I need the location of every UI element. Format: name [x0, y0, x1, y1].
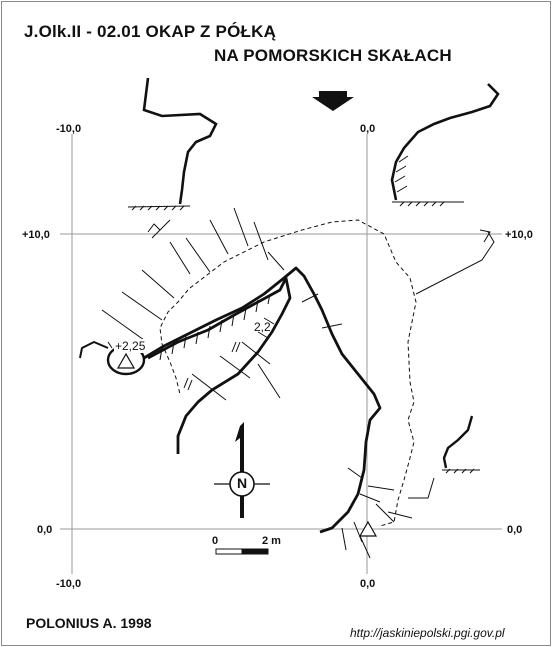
north-arrow-letter: N: [237, 475, 248, 491]
projection-line-right: [415, 231, 495, 295]
projection-arrow-right: [479, 229, 491, 243]
grid-label-bottom-left: -10,0: [56, 578, 82, 590]
grid-label-right-top: 0,0: [360, 123, 376, 135]
projection-arrow-left: [147, 223, 161, 233]
rubble-marks: [183, 341, 241, 391]
shelf-outline: [147, 276, 292, 454]
grid-label-left-mid: +10,0: [22, 229, 50, 241]
right-section-outline: [390, 83, 500, 201]
scale-bar: [215, 548, 269, 555]
grid-label-left-bottom: 0,0: [37, 524, 53, 536]
lower-right-section-outline: [442, 415, 474, 469]
right-cross-section: [390, 83, 500, 207]
spot-height-niche: +2,25: [114, 339, 147, 353]
grid-label-right-mid: +10,0: [505, 229, 533, 241]
map-author: POLONIUS A. 1998: [26, 615, 152, 631]
left-cross-section: [127, 77, 218, 211]
section-direction-arrow-icon: [312, 91, 354, 111]
right-section-floor-hatching: [399, 201, 445, 207]
north-arrow-icon: [214, 422, 270, 518]
scale-bar-segment-white: [215, 548, 243, 555]
section-projection-lines: [147, 219, 495, 499]
scale-bar-segment-black: [241, 548, 269, 555]
projection-line-left: [151, 219, 171, 239]
projection-line-lower: [408, 477, 435, 499]
scale-label-end: 2 m: [262, 535, 281, 547]
lower-right-floor-hatching: [445, 468, 475, 474]
right-section-wall-hatching: [394, 155, 409, 193]
coordinate-grid: [60, 134, 502, 574]
map-title-line1: J.Olk.II - 02.01 OKAP Z PÓŁKĄ: [24, 22, 277, 41]
map-title-line2: NA POMORSKICH SKAŁACH: [214, 46, 452, 65]
left-section-outline: [142, 77, 218, 205]
left-section-floor-hatching: [131, 205, 185, 211]
scale-label-start: 0: [212, 535, 219, 547]
grid-label-bottom-right: 0,0: [360, 578, 376, 590]
rock-boundary-strokes: [101, 207, 413, 559]
grid-label-right-bottom: 0,0: [507, 524, 523, 536]
survey-station-triangle-south-icon: [358, 520, 378, 537]
overhang-dripline-west: [159, 289, 189, 395]
lower-right-cross-section: [442, 415, 480, 474]
survey-station-triangle-niche-icon: [116, 352, 136, 369]
grid-label-left-top: -10,0: [56, 123, 82, 135]
niche-entrance-wall: [79, 341, 109, 359]
spot-height-shelf: 2,2: [254, 320, 271, 334]
cave-walls: [79, 266, 382, 534]
source-url: http://jaskiniepolski.pgi.gov.pl: [350, 626, 505, 640]
overhang-dripline: [189, 219, 417, 527]
main-rock-wall-outline: [143, 266, 382, 534]
